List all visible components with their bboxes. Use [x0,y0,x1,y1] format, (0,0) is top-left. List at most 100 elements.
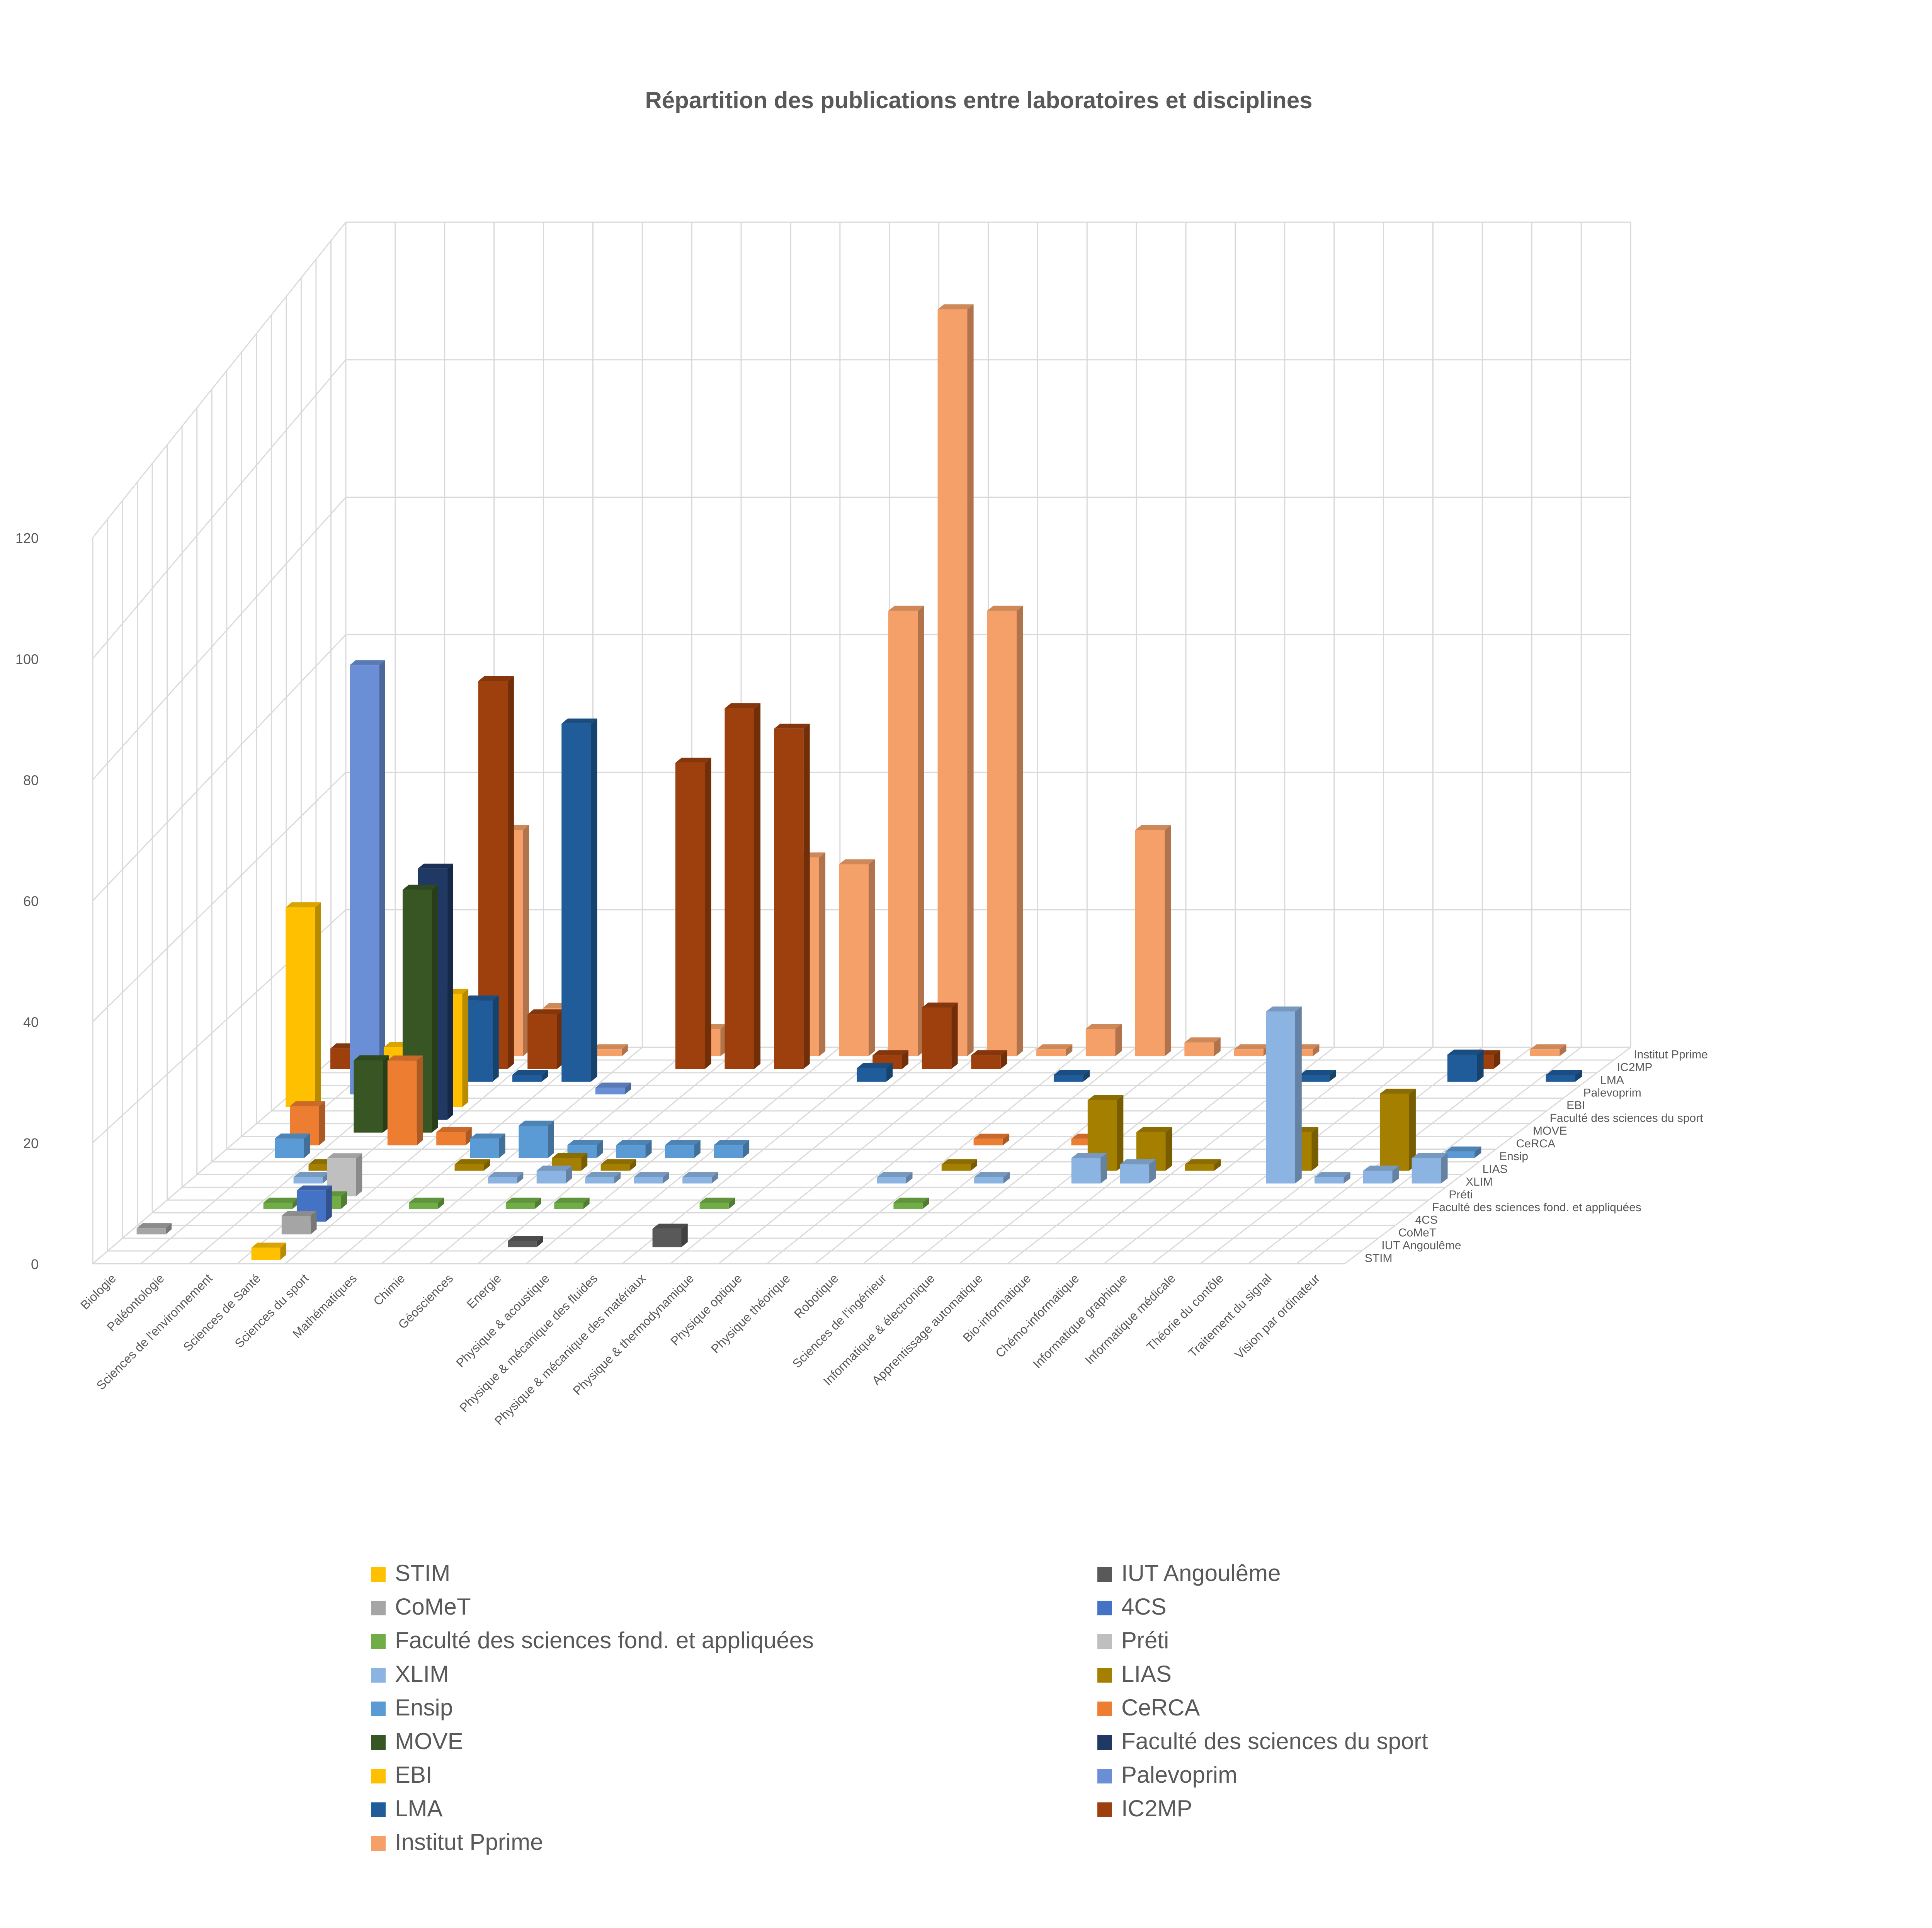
depth-tick-label: EBI [1566,1099,1585,1112]
bar [1314,1172,1350,1184]
legend-swatch [1097,1668,1112,1683]
depth-tick-label: MOVE [1533,1125,1567,1137]
bar-front [454,1164,484,1171]
bar [839,859,875,1057]
bar-side [1475,1146,1481,1158]
bar-side [1149,1159,1156,1184]
bar [488,1172,524,1184]
bar-side [1575,1070,1582,1082]
bar [1120,1159,1156,1184]
bar-side [548,1120,554,1158]
legend-item: EBI [371,1762,432,1788]
bar-front [1379,1094,1409,1171]
gridline [92,634,347,901]
bar-front [350,665,379,1094]
bar-side [1311,1127,1318,1171]
depth-tick-label: LMA [1600,1074,1624,1086]
bar-front [1363,1171,1393,1184]
bar-top [263,1198,299,1203]
bar-front [1314,1177,1344,1184]
legend-swatch [1097,1567,1112,1582]
x-tick-label: Vision par ordinateur [1232,1271,1323,1361]
chart-title: Répartition des publications entre labor… [645,87,1312,113]
gridline [1200,1047,1483,1264]
bar-top [1120,1159,1156,1165]
x-tick-label: Energie [464,1271,504,1311]
x-tick-label: Chimie [371,1271,408,1308]
bar-top [1412,1153,1448,1158]
bar [470,1133,505,1158]
depth-tick-label: LIAS [1482,1163,1507,1176]
bar-front [971,1055,1001,1069]
bar-top [971,1050,1007,1055]
bar-front [1266,1011,1295,1184]
bar-side [728,1198,735,1209]
bar [585,1172,621,1184]
bar-side [1117,1095,1124,1171]
bar-top [665,1140,701,1145]
bar-front [585,1177,615,1184]
bar-side [417,1055,423,1145]
bar-front [408,1203,438,1209]
bar-side [705,757,711,1069]
depth-tick-label: 4CS [1415,1214,1437,1227]
bar [877,1172,913,1184]
legend-swatch [371,1601,386,1615]
bar-side [535,1198,541,1209]
bar-side [326,1185,332,1222]
bar-side [523,825,529,1057]
bar-front [527,1014,557,1069]
bar-front [857,1068,886,1082]
gridline [574,1047,840,1264]
bar-top [857,1063,893,1068]
bar [1135,825,1171,1057]
bar-top [592,1044,628,1050]
legend-label: Préti [1121,1627,1169,1653]
bar [527,1009,563,1069]
bar-top [387,1055,423,1061]
depth-tick-label: Faculté des sciences fond. et appliquées [1432,1201,1641,1214]
gridline [718,1047,989,1264]
bar-front [1546,1075,1575,1082]
bar-top [652,1224,688,1229]
bar-top [585,1172,621,1177]
bar-top [409,1198,444,1203]
bar-top [296,1185,332,1191]
bar-front [600,1164,630,1171]
bar-front [1234,1049,1264,1057]
bar [275,1133,310,1158]
bar-top [1085,1024,1122,1029]
bar [675,757,711,1069]
bar-side [663,1172,669,1184]
depth-tick-label: XLIM [1466,1176,1493,1188]
bar-front [893,1203,923,1209]
x-tick-label: Informatique médicale [1082,1271,1178,1367]
bar [937,304,974,1057]
x-tick-label: Chémo-informatique [993,1271,1082,1360]
bar [714,1140,750,1158]
depth-tick-label: CeRCA [1516,1137,1556,1150]
bar [536,1166,572,1184]
bar-top [354,1055,389,1060]
bar [350,660,385,1094]
bar-front [592,1049,622,1057]
bar-top [1185,1159,1221,1164]
depth-tick-label: Palevoprim [1583,1086,1641,1099]
bar [463,995,499,1082]
bar [1530,1044,1566,1057]
bar-front [1120,1164,1150,1184]
bar [1266,1006,1302,1184]
bar-side [754,703,761,1069]
bar-front [616,1145,646,1158]
bar-side [1313,1044,1320,1057]
legend-item: IC2MP [1097,1795,1192,1821]
bar-front [922,1007,952,1069]
bar-top [567,1140,603,1145]
bar [724,703,761,1069]
bar-side [951,1002,958,1069]
bar-front [1071,1158,1101,1184]
bar-side [280,1242,286,1260]
bar-front [987,611,1017,1057]
bar-top [275,1133,310,1139]
